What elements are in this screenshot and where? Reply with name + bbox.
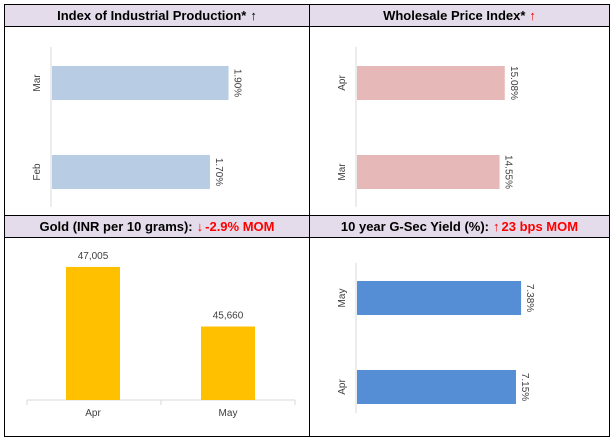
category-label: Feb (32, 163, 43, 181)
data-label: 7.38% (524, 284, 535, 312)
data-label: 1.70% (213, 158, 224, 186)
up-arrow-icon: ↑ (529, 8, 536, 23)
bar-mar (52, 66, 229, 100)
gsec-panel: 10 year G-Sec Yield (%): ↑ 23 bps MOM Ma… (310, 216, 609, 436)
iip-chart: Mar 1.90% Feb 1.70% (32, 47, 243, 207)
wpi-header: Wholesale Price Index* ↑ (310, 5, 609, 27)
up-arrow-icon: ↑ (250, 8, 257, 23)
dashboard-grid: Index of Industrial Production* ↑ Mar 1.9… (4, 4, 610, 437)
bar-apr (66, 266, 120, 400)
wpi-title: Wholesale Price Index* (383, 8, 526, 23)
gold-chart: 47,005 Apr 45,660 May (26, 251, 296, 419)
category-label: May (337, 289, 348, 308)
bar-apr (357, 66, 505, 100)
category-label: Mar (337, 163, 348, 181)
gsec-chart: May 7.38% Apr 7.15% (337, 263, 535, 413)
gold-title: Gold (INR per 10 grams): (39, 219, 193, 234)
horizontal-divider (5, 215, 609, 216)
vertical-divider (309, 5, 310, 436)
up-arrow-icon: ↑ (493, 219, 500, 234)
data-label: 1.90% (232, 69, 243, 97)
iip-header: Index of Industrial Production* ↑ (5, 5, 309, 27)
data-label: 15.08% (508, 66, 519, 100)
bar-feb (52, 155, 210, 189)
bar-may (357, 281, 522, 315)
down-arrow-icon: ↓ (196, 219, 204, 234)
category-label: Apr (85, 408, 101, 419)
category-label: Apr (337, 75, 348, 91)
gold-header: Gold (INR per 10 grams): ↓ -2.9% MOM (5, 216, 309, 238)
gsec-change: 23 bps MOM (501, 219, 579, 234)
category-label: Mar (32, 74, 43, 92)
wpi-panel: Wholesale Price Index* ↑ Apr 15.08% Mar 14.… (310, 5, 609, 215)
bar-mar (357, 155, 500, 189)
iip-title: Index of Industrial Production* (57, 8, 247, 23)
wpi-chart: Apr 15.08% Mar 14.55% (337, 47, 519, 207)
data-label: 7.15% (519, 373, 530, 401)
bar-may (201, 326, 255, 400)
iip-panel: Index of Industrial Production* ↑ Mar 1.9… (5, 5, 309, 215)
gold-change: -2.9% MOM (205, 219, 275, 234)
gold-panel: Gold (INR per 10 grams): ↓ -2.9% MOM 47,… (5, 216, 309, 436)
category-label: Apr (337, 379, 348, 395)
data-label: 14.55% (503, 155, 514, 189)
gsec-title: 10 year G-Sec Yield (%): (340, 219, 490, 234)
category-label: May (219, 408, 238, 419)
data-label: 45,660 (213, 310, 244, 321)
data-label: 47,005 (78, 251, 109, 262)
gsec-header: 10 year G-Sec Yield (%): ↑ 23 bps MOM (310, 216, 609, 238)
bar-apr (357, 370, 516, 404)
